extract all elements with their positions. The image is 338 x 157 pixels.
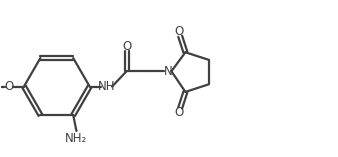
Text: N: N — [163, 65, 172, 78]
Text: O: O — [174, 106, 183, 119]
Text: O: O — [122, 40, 131, 53]
Text: NH: NH — [98, 80, 115, 93]
Text: NH₂: NH₂ — [65, 132, 88, 145]
Text: O: O — [174, 25, 183, 38]
Text: O: O — [4, 80, 13, 93]
